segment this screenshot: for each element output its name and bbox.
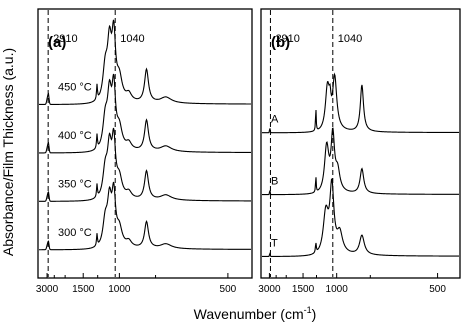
x-axis-title: Wavenumber (cm-1) bbox=[194, 305, 317, 322]
y-axis-title: Absorbance/Film Thickness (a.u.) bbox=[0, 48, 16, 256]
spectrum-trace-B bbox=[262, 127, 459, 196]
x-axis-title-close: ) bbox=[312, 306, 317, 322]
spectrum-trace-T bbox=[262, 177, 459, 258]
x-tick-label: 1500 bbox=[292, 284, 315, 295]
x-axis-title-sup: -1 bbox=[304, 305, 312, 315]
x-axis-title-main: Wavenumber (cm bbox=[194, 306, 304, 322]
trace-label: 450 °C bbox=[58, 81, 92, 93]
panel-b-frame bbox=[260, 8, 461, 279]
spectrum-trace-400C bbox=[39, 73, 251, 154]
panel-a-label: (a) bbox=[48, 34, 66, 51]
reference-line-label: 1040 bbox=[120, 33, 144, 45]
spectrum-trace-350C bbox=[39, 127, 251, 202]
reference-line-label: 1040 bbox=[338, 33, 362, 45]
panel-b: (b) 2910 1040 A B T 3000 1500 1000 500 bbox=[258, 8, 461, 295]
x-tick-label: 500 bbox=[429, 284, 446, 295]
x-tick-label: 3000 bbox=[258, 284, 281, 295]
trace-label: B bbox=[271, 176, 278, 188]
spectrum-trace-300C bbox=[39, 181, 252, 251]
panel-a: (a) 2910 1040 450 °C 400 °C 350 °C 300 °C 30… bbox=[36, 8, 253, 295]
trace-label: 300 °C bbox=[58, 227, 92, 239]
x-tick-label: 1000 bbox=[326, 284, 349, 295]
x-tick-label: 500 bbox=[220, 284, 237, 295]
trace-label: T bbox=[271, 237, 278, 249]
trace-label: A bbox=[271, 114, 279, 126]
x-tick-label: 1500 bbox=[72, 284, 95, 295]
trace-label: 400 °C bbox=[58, 130, 92, 142]
x-tick-label: 3000 bbox=[36, 284, 59, 295]
reference-line-label: 2910 bbox=[53, 33, 77, 45]
trace-label: 350 °C bbox=[58, 178, 92, 190]
spectrum-trace-450C bbox=[39, 19, 251, 106]
panel-b-label: (b) bbox=[271, 34, 290, 51]
x-tick-label: 1000 bbox=[108, 284, 131, 295]
spectrum-trace-A bbox=[262, 72, 459, 134]
reference-line-label: 2910 bbox=[275, 33, 299, 45]
panel-a-frame bbox=[37, 8, 253, 279]
